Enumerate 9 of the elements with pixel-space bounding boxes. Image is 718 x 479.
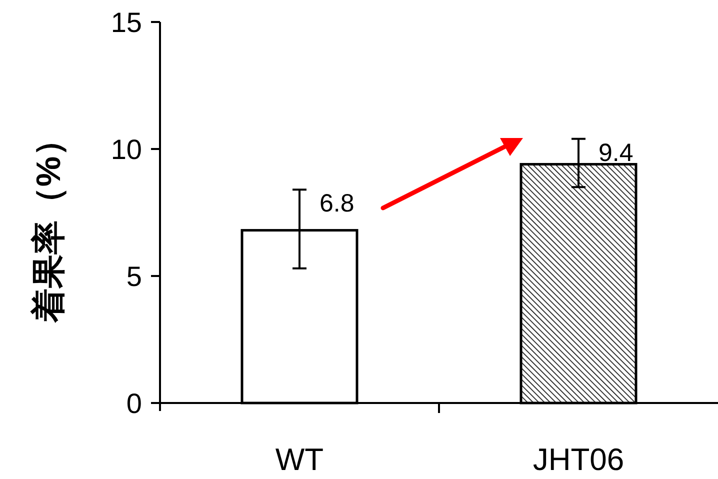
y-axis-title: 着果率（%） [30, 122, 68, 324]
y-tick-label: 10 [110, 134, 142, 165]
x-tick-label: WT [275, 442, 324, 477]
x-tick-label: JHT06 [532, 442, 624, 477]
y-tick-label: 5 [126, 261, 142, 292]
y-tick-label: 15 [110, 7, 142, 38]
y-tick-label: 0 [126, 388, 142, 419]
data-label: 6.8 [320, 190, 354, 218]
data-label: 9.4 [598, 138, 634, 167]
